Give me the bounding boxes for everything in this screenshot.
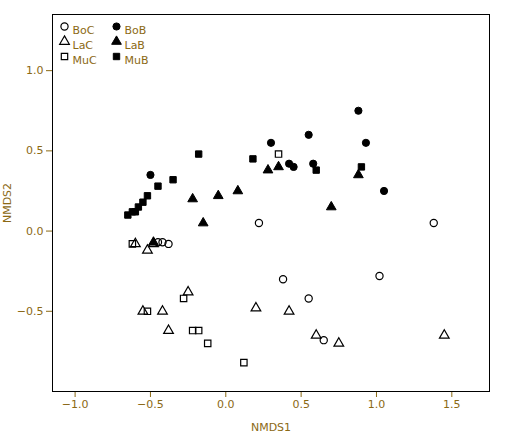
svg-text:1.0: 1.0 xyxy=(26,64,44,77)
svg-text:MuC: MuC xyxy=(73,54,97,67)
svg-text:1.5: 1.5 xyxy=(443,398,461,411)
svg-text:−0.5: −0.5 xyxy=(17,305,44,318)
svg-text:0.5: 0.5 xyxy=(292,398,310,411)
svg-text:BoC: BoC xyxy=(73,24,95,37)
svg-text:LaB: LaB xyxy=(125,39,145,52)
svg-text:0.5: 0.5 xyxy=(26,144,44,157)
svg-text:MuB: MuB xyxy=(125,54,149,67)
svg-text:BoB: BoB xyxy=(125,24,147,37)
svg-text:−0.5: −0.5 xyxy=(137,398,164,411)
svg-text:0.0: 0.0 xyxy=(217,398,235,411)
svg-text:NMDS1: NMDS1 xyxy=(251,421,291,433)
svg-text:1.0: 1.0 xyxy=(368,398,386,411)
svg-text:−1.0: −1.0 xyxy=(62,398,89,411)
svg-text:0.0: 0.0 xyxy=(26,225,44,238)
svg-text:NMDS2: NMDS2 xyxy=(1,183,14,223)
svg-text:LaC: LaC xyxy=(73,39,94,52)
